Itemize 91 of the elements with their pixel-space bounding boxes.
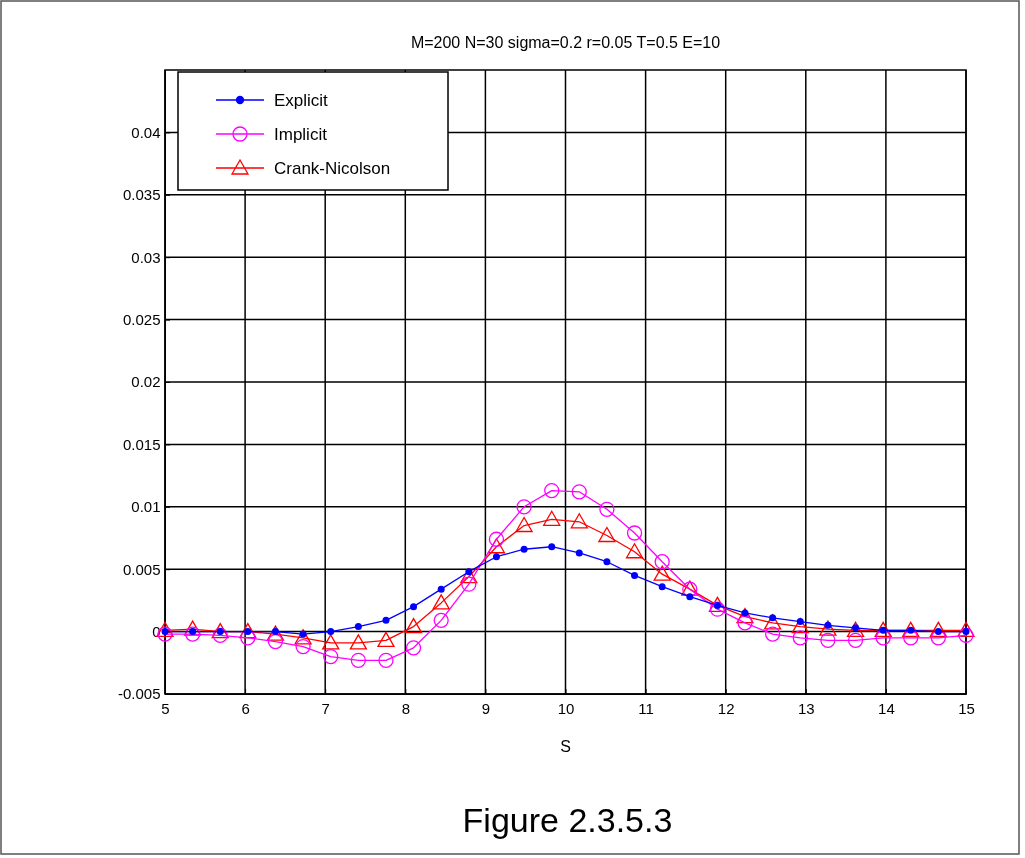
point <box>570 513 588 529</box>
point <box>405 640 422 656</box>
point <box>516 499 532 515</box>
x-tick-label: 11 <box>638 699 654 717</box>
point <box>764 626 781 642</box>
point <box>515 516 533 533</box>
point <box>820 632 836 648</box>
point <box>603 558 611 566</box>
x-tick-label: 13 <box>797 699 815 717</box>
point <box>327 628 335 636</box>
chart-title: M=200 N=30 sigma=0.2 r=0.05 T=0.5 E=10 <box>410 34 721 51</box>
point <box>461 576 477 592</box>
point <box>903 630 919 646</box>
point <box>736 607 754 624</box>
y-tick-label: 0.02 <box>131 373 161 391</box>
point <box>488 531 505 547</box>
point <box>267 633 284 650</box>
point <box>432 594 450 610</box>
y-tick-label: 0.01 <box>131 498 161 516</box>
y-tick-label: 0.015 <box>122 435 161 453</box>
point <box>653 565 671 581</box>
point <box>874 621 892 637</box>
x-tick-label: 7 <box>321 699 330 717</box>
y-tick-label: 0.035 <box>122 186 161 204</box>
point <box>737 615 753 631</box>
point <box>404 617 423 634</box>
point <box>686 593 694 601</box>
y-tick-label: 0.03 <box>131 248 161 266</box>
point <box>350 652 367 668</box>
point <box>658 583 666 591</box>
point <box>902 621 920 637</box>
point <box>631 571 639 579</box>
point <box>599 501 615 517</box>
x-tick-label: 14 <box>878 699 895 717</box>
point <box>349 634 368 650</box>
point <box>846 621 865 637</box>
point <box>847 632 864 648</box>
point <box>709 601 726 617</box>
legend-label: Crank-Nicolson <box>274 159 391 178</box>
point <box>520 545 528 553</box>
legend-label: Explicit <box>274 91 329 110</box>
y-tick-label: 0.005 <box>122 560 161 578</box>
y-tick-label: 0.04 <box>131 123 161 141</box>
point <box>708 596 727 613</box>
point <box>240 630 256 646</box>
y-tick-label: 0.025 <box>122 310 161 328</box>
point <box>819 620 837 636</box>
point <box>437 585 445 593</box>
x-tick-label: 6 <box>241 699 250 717</box>
x-axis-title: S <box>560 738 571 755</box>
point <box>654 554 670 570</box>
point <box>382 616 390 624</box>
x-tick-label: 15 <box>958 699 975 717</box>
point <box>184 626 201 642</box>
point <box>377 631 395 647</box>
legend-label: Implicit <box>274 125 328 144</box>
x-tick-label: 12 <box>717 699 735 717</box>
point <box>958 627 974 643</box>
point <box>930 630 947 646</box>
point <box>543 510 561 526</box>
point <box>433 612 449 629</box>
point <box>792 630 808 646</box>
y-tick-label: -0.005 <box>117 685 161 703</box>
caption: Figure 2.3.5.3 <box>462 801 673 839</box>
point <box>598 526 616 543</box>
point <box>626 525 643 541</box>
point <box>410 603 418 611</box>
point <box>295 638 311 655</box>
point <box>544 482 560 499</box>
x-tick-label: 8 <box>401 699 410 717</box>
x-tick-label: 9 <box>481 699 491 717</box>
x-tick-label: 5 <box>161 699 170 717</box>
point <box>211 622 229 639</box>
point <box>571 484 587 500</box>
point <box>957 621 975 637</box>
point <box>266 625 285 641</box>
point <box>322 634 340 650</box>
point <box>323 648 339 665</box>
point <box>492 553 500 561</box>
point <box>929 621 948 637</box>
point <box>212 627 228 643</box>
point <box>294 629 312 645</box>
point <box>378 652 394 668</box>
point <box>354 623 362 631</box>
point <box>548 543 556 551</box>
x-tick-label: 10 <box>557 699 575 717</box>
point <box>875 630 891 646</box>
y-tick-label: 0 <box>152 622 161 640</box>
point <box>625 543 644 559</box>
point <box>575 549 583 557</box>
point <box>183 620 202 636</box>
